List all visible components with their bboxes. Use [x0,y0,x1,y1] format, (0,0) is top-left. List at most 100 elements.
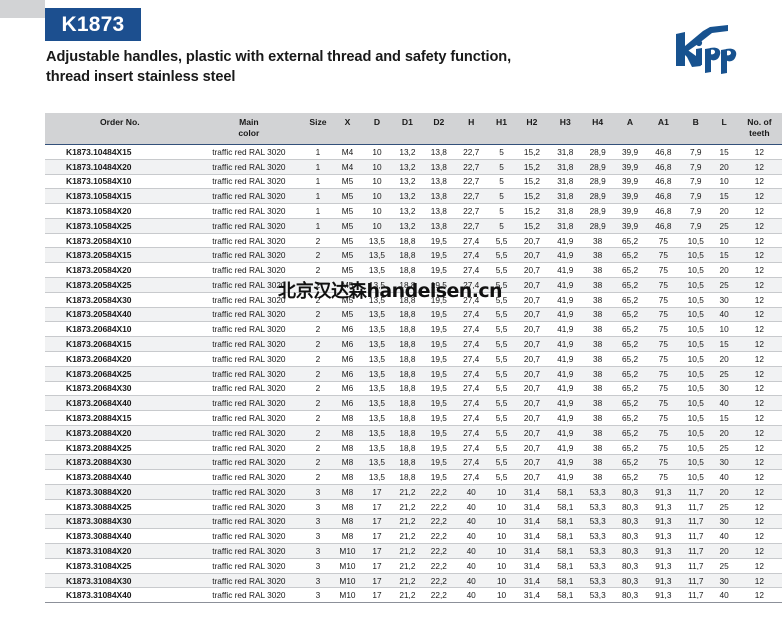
cell-h3: 41,9 [548,307,582,323]
cell-l: 40 [711,587,737,604]
cell-h: 22,7 [454,159,488,175]
cell-teeth: 12 [736,174,782,190]
table-row[interactable]: K1873.20584X20 traffic red RAL 3020 2 M5 13,… [45,262,782,279]
table-row[interactable]: K1873.10584X25 traffic red RAL 3020 1 M5 10 1… [45,218,782,234]
cell-h3: 41,9 [548,351,582,367]
cell-l: 10 [711,233,737,249]
table-row[interactable]: K1873.20584X15 traffic red RAL 3020 2 M5 13,… [45,247,782,264]
cell-size: 1 [303,144,333,160]
cell-d2: 19,5 [423,233,455,249]
cell-h1: 5,5 [487,247,516,264]
cell-size: 2 [303,425,333,441]
cell-a: 80,3 [613,543,647,559]
cell-d2: 19,5 [423,425,455,441]
table-row[interactable]: K1873.10584X20 traffic red RAL 3020 1 M5 10 1… [45,203,782,219]
column-header-label: No. of [747,117,772,127]
table-row[interactable]: K1873.20584X10 traffic red RAL 3020 2 M5 13,… [45,233,782,249]
table-row[interactable]: K1873.10584X10 traffic red RAL 3020 1 M5 10 1… [45,174,782,190]
cell-x: M5 [332,188,363,205]
table-row[interactable]: K1873.20684X15 traffic red RAL 3020 2 M6 13,… [45,336,782,352]
table-row[interactable]: K1873.30884X30 traffic red RAL 3020 3 M8 17 2… [45,514,782,530]
cell-a: 39,9 [613,203,647,219]
cell-b: 10,5 [680,262,712,279]
table-row[interactable]: K1873.20884X30 traffic red RAL 3020 2 M8 13,… [45,454,782,471]
cell-d1: 21,2 [391,514,424,530]
cell-order_no: K1873.20884X30 [45,454,195,471]
table-row[interactable]: K1873.10584X15 traffic red RAL 3020 1 M5 10 1… [45,188,782,205]
table-row[interactable]: K1873.31084X30 traffic red RAL 3020 3 M10 17… [45,573,782,589]
table-row[interactable]: K1873.20884X15 traffic red RAL 3020 2 M8 13,… [45,410,782,426]
cell-h3: 41,9 [548,366,582,382]
cell-b: 10,5 [680,247,712,264]
cell-order_no: K1873.20684X15 [45,336,195,352]
column-header-b: B [680,113,712,145]
table-row[interactable]: K1873.10484X20 traffic red RAL 3020 1 M4 10 1… [45,159,782,175]
cell-teeth: 12 [736,321,782,338]
cell-x: M6 [332,381,363,397]
cell-a: 65,2 [613,277,647,293]
cell-main_color: traffic red RAL 3020 [194,159,304,175]
table-row[interactable]: K1873.20584X40 traffic red RAL 3020 2 M5 13,… [45,307,782,323]
cell-b: 10,5 [680,425,712,441]
cell-h3: 58,1 [548,514,582,530]
cell-a1: 91,3 [646,587,681,604]
table-row[interactable]: K1873.31084X20 traffic red RAL 3020 3 M10 17… [45,543,782,559]
table-row[interactable]: K1873.31084X40 traffic red RAL 3020 3 M10 17… [45,587,782,604]
cell-h4: 53,3 [581,514,614,530]
table-row[interactable]: K1873.10484X15 traffic red RAL 3020 1 M4 10 1… [45,144,782,160]
cell-a: 65,2 [613,233,647,249]
cell-h2: 20,7 [515,425,549,441]
table-row[interactable]: K1873.20684X30 traffic red RAL 3020 2 M6 13,… [45,381,782,397]
cell-d1: 21,2 [391,573,424,589]
cell-a1: 75 [646,351,681,367]
cell-h: 27,4 [454,381,488,397]
cell-h4: 38 [581,469,614,485]
cell-d1: 18,8 [391,454,424,471]
cell-x: M8 [332,410,363,426]
table-header-row: Order No. Main color Size X D D1 D2 H H1 H2 H3 H4 A A1… [45,113,782,145]
column-header-teeth: No. of teeth [736,113,782,145]
cell-h4: 53,3 [581,543,614,559]
cell-teeth: 12 [736,440,782,456]
cell-order_no: K1873.20584X40 [45,307,195,323]
column-header-a1: A1 [646,113,681,145]
cell-main_color: traffic red RAL 3020 [194,469,304,485]
cell-d: 10 [362,188,392,205]
table-row[interactable]: K1873.20884X20 traffic red RAL 3020 2 M8 13,… [45,425,782,441]
cell-b: 11,7 [680,587,712,604]
table-row[interactable]: K1873.20684X20 traffic red RAL 3020 2 M6 13,… [45,351,782,367]
cell-h1: 5 [487,203,516,219]
cell-l: 40 [711,307,737,323]
cell-h3: 41,9 [548,277,582,293]
table-row[interactable]: K1873.31084X25 traffic red RAL 3020 3 M10 17… [45,558,782,574]
cell-d: 13,5 [362,469,392,485]
cell-d2: 19,5 [423,410,455,426]
cell-h: 27,4 [454,440,488,456]
cell-order_no: K1873.20584X30 [45,292,195,308]
cell-d: 17 [362,484,392,500]
cell-h2: 31,4 [515,484,549,500]
cell-teeth: 12 [736,203,782,219]
cell-x: M8 [332,528,363,545]
table-row[interactable]: K1873.30884X40 traffic red RAL 3020 3 M8 17 2… [45,528,782,545]
table-row[interactable]: K1873.20684X40 traffic red RAL 3020 2 M6 13,… [45,395,782,412]
cell-d1: 18,8 [391,277,424,293]
cell-h1: 5,5 [487,307,516,323]
table-row[interactable]: K1873.20684X25 traffic red RAL 3020 2 M6 13,… [45,366,782,382]
cell-d2: 19,5 [423,440,455,456]
cell-a1: 91,3 [646,484,681,500]
table-row[interactable]: K1873.20884X25 traffic red RAL 3020 2 M8 13,… [45,440,782,456]
table-row[interactable]: K1873.30884X25 traffic red RAL 3020 3 M8 17 2… [45,499,782,515]
cell-h1: 10 [487,543,516,559]
table-row[interactable]: K1873.30884X20 traffic red RAL 3020 3 M8 17 2… [45,484,782,500]
cell-d1: 13,2 [391,188,424,205]
cell-h2: 31,4 [515,499,549,515]
cell-teeth: 12 [736,292,782,308]
table-row[interactable]: K1873.20884X40 traffic red RAL 3020 2 M8 13,… [45,469,782,485]
table-row[interactable]: K1873.20584X30 traffic red RAL 3020 2 M5 13,… [45,292,782,308]
cell-a1: 75 [646,277,681,293]
cell-h1: 10 [487,484,516,500]
cell-d2: 22,2 [423,558,455,574]
table-row[interactable]: K1873.20584X25 traffic red RAL 3020 2 M5 13,… [45,277,782,293]
table-row[interactable]: K1873.20684X10 traffic red RAL 3020 2 M6 13,… [45,321,782,338]
